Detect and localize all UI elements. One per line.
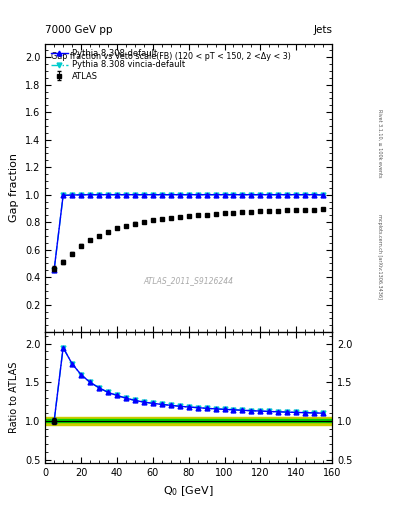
Pythia 8.308 default xyxy=(204,191,209,198)
Pythia 8.308 vincia-default xyxy=(204,191,209,198)
Pythia 8.308 default xyxy=(321,192,325,198)
Pythia 8.308 default xyxy=(276,191,281,198)
Pythia 8.308 default xyxy=(258,191,263,198)
Text: ATLAS_2011_S9126244: ATLAS_2011_S9126244 xyxy=(143,275,234,285)
Pythia 8.308 default xyxy=(141,191,146,198)
Text: Jets: Jets xyxy=(313,25,332,35)
Pythia 8.308 vincia-default xyxy=(115,191,119,198)
Pythia 8.308 vincia-default xyxy=(213,191,218,198)
Pythia 8.308 vincia-default xyxy=(294,191,299,198)
Pythia 8.308 vincia-default xyxy=(79,192,83,198)
Pythia 8.308 vincia-default xyxy=(106,191,110,198)
Pythia 8.308 vincia-default xyxy=(267,191,272,198)
Pythia 8.308 default xyxy=(213,191,218,198)
Pythia 8.308 vincia-default xyxy=(88,191,92,198)
Pythia 8.308 default xyxy=(249,191,254,198)
Pythia 8.308 default xyxy=(106,191,110,198)
Text: Rivet 3.1.10, ≥ 100k events: Rivet 3.1.10, ≥ 100k events xyxy=(377,109,382,178)
Pythia 8.308 vincia-default xyxy=(321,192,325,198)
Pythia 8.308 default xyxy=(231,191,236,198)
Pythia 8.308 default xyxy=(195,191,200,198)
Pythia 8.308 vincia-default xyxy=(186,191,191,198)
Y-axis label: Gap fraction: Gap fraction xyxy=(9,153,19,222)
Pythia 8.308 default xyxy=(177,191,182,198)
Pythia 8.308 default xyxy=(303,191,308,198)
Pythia 8.308 vincia-default xyxy=(141,191,146,198)
Pythia 8.308 default xyxy=(132,191,137,198)
Text: Gap fraction vs Veto scale(FB) (120 < pT < 150, 2 <Δy < 3): Gap fraction vs Veto scale(FB) (120 < pT… xyxy=(51,52,291,61)
Pythia 8.308 vincia-default xyxy=(132,191,137,198)
X-axis label: Q$_0$ [GeV]: Q$_0$ [GeV] xyxy=(163,484,214,498)
Y-axis label: Ratio to ATLAS: Ratio to ATLAS xyxy=(9,362,19,434)
Text: 7000 GeV pp: 7000 GeV pp xyxy=(45,25,113,35)
Pythia 8.308 default xyxy=(61,193,66,199)
Line: Pythia 8.308 default: Pythia 8.308 default xyxy=(52,193,325,272)
Pythia 8.308 vincia-default xyxy=(276,191,281,198)
Pythia 8.308 vincia-default xyxy=(303,191,308,198)
Pythia 8.308 vincia-default xyxy=(177,191,182,198)
Text: mcplots.cern.ch [arXiv:1306.3436]: mcplots.cern.ch [arXiv:1306.3436] xyxy=(377,214,382,298)
Pythia 8.308 default xyxy=(186,191,191,198)
Pythia 8.308 vincia-default xyxy=(97,191,101,198)
Pythia 8.308 vincia-default xyxy=(70,192,74,198)
Pythia 8.308 default xyxy=(240,191,245,198)
Pythia 8.308 vincia-default xyxy=(123,191,128,198)
Pythia 8.308 vincia-default xyxy=(195,191,200,198)
Pythia 8.308 default xyxy=(160,191,164,198)
Pythia 8.308 vincia-default xyxy=(160,191,164,198)
Pythia 8.308 vincia-default xyxy=(52,267,57,273)
Pythia 8.308 default xyxy=(267,191,272,198)
Pythia 8.308 default xyxy=(312,191,316,198)
Line: Pythia 8.308 vincia-default: Pythia 8.308 vincia-default xyxy=(52,193,325,272)
Pythia 8.308 default xyxy=(285,191,290,198)
Pythia 8.308 vincia-default xyxy=(249,191,254,198)
Pythia 8.308 vincia-default xyxy=(285,191,290,198)
Pythia 8.308 vincia-default xyxy=(222,191,227,198)
Pythia 8.308 vincia-default xyxy=(151,191,155,198)
Pythia 8.308 default xyxy=(222,191,227,198)
Pythia 8.308 default xyxy=(97,191,101,198)
Pythia 8.308 default xyxy=(151,191,155,198)
Pythia 8.308 default xyxy=(115,191,119,198)
Pythia 8.308 default xyxy=(79,192,83,198)
Pythia 8.308 vincia-default xyxy=(312,191,316,198)
Pythia 8.308 vincia-default xyxy=(61,193,66,199)
Legend: Pythia 8.308 default, Pythia 8.308 vincia-default, ATLAS: Pythia 8.308 default, Pythia 8.308 vinci… xyxy=(48,47,187,83)
Pythia 8.308 vincia-default xyxy=(168,191,173,198)
Pythia 8.308 default xyxy=(294,191,299,198)
Pythia 8.308 default xyxy=(52,267,57,273)
Pythia 8.308 vincia-default xyxy=(258,191,263,198)
Pythia 8.308 default xyxy=(168,191,173,198)
Pythia 8.308 vincia-default xyxy=(240,191,245,198)
Pythia 8.308 default xyxy=(70,192,74,198)
Pythia 8.308 default xyxy=(88,191,92,198)
Pythia 8.308 vincia-default xyxy=(231,191,236,198)
Pythia 8.308 default xyxy=(123,191,128,198)
